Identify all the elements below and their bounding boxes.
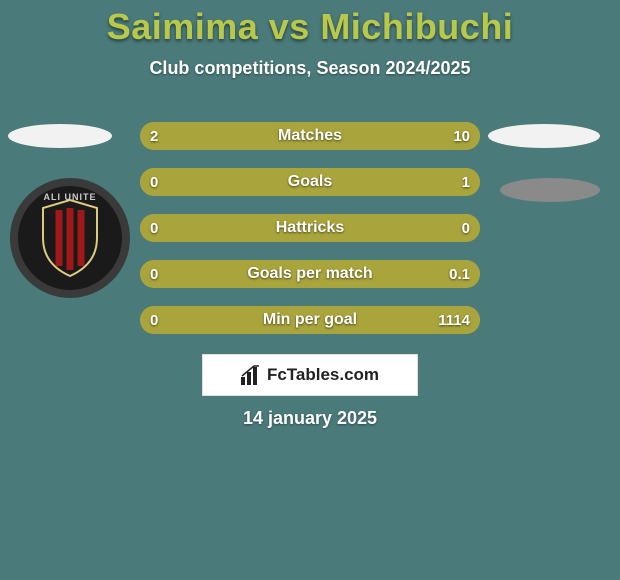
brand-card[interactable]: FcTables.com: [202, 354, 418, 396]
stat-row: 00Hattricks: [140, 214, 480, 242]
bar-right-fill: [140, 260, 480, 288]
bar-right-fill: [140, 168, 480, 196]
bar-right-fill: [140, 306, 480, 334]
player-right-ellipse: [488, 124, 600, 148]
badge-ring: ALI UNITE: [10, 178, 130, 298]
page-subtitle: Club competitions, Season 2024/2025: [0, 58, 620, 79]
shield-icon: [39, 198, 101, 278]
container: Saimima vs Michibuchi Club competitions,…: [0, 0, 620, 580]
bar-right-fill: [197, 122, 480, 150]
club-badge: ALI UNITE: [10, 178, 130, 298]
stat-row: 210Matches: [140, 122, 480, 150]
bar-left-fill: [140, 122, 197, 150]
stat-row: 01114Min per goal: [140, 306, 480, 334]
page-title: Saimima vs Michibuchi: [0, 0, 620, 48]
stat-row: 01Goals: [140, 168, 480, 196]
stats-bars: 210Matches 01Goals 00Hattricks 00.1Goals pe…: [140, 122, 480, 352]
bar-right-fill: [310, 214, 480, 242]
barchart-icon: [241, 365, 263, 385]
stat-row: 00.1Goals per match: [140, 260, 480, 288]
player-left-ellipse: [8, 124, 112, 148]
brand-text: FcTables.com: [267, 365, 379, 385]
footer-date: 14 january 2025: [0, 408, 620, 429]
badge-ring-text: ALI UNITE: [18, 192, 122, 202]
bar-left-fill: [140, 214, 310, 242]
player-right-ellipse-2: [500, 178, 600, 202]
